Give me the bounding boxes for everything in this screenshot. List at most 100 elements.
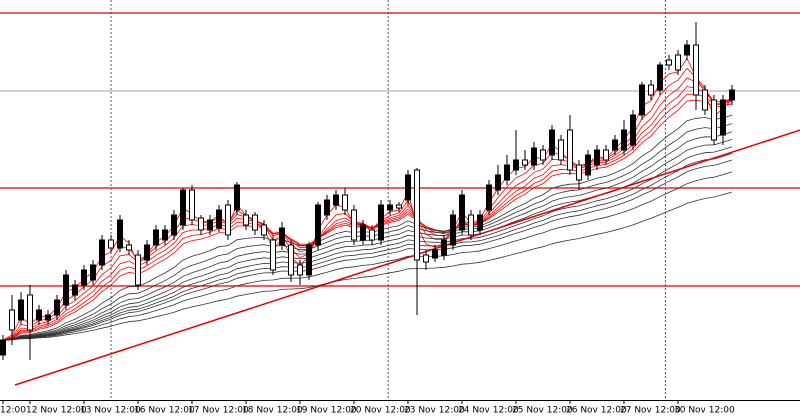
candle-body bbox=[558, 139, 564, 161]
x-tick-label: 20 Nov 12:00 bbox=[350, 406, 411, 416]
candle-body bbox=[180, 189, 186, 226]
candle-body bbox=[711, 99, 717, 141]
candle-body bbox=[594, 149, 600, 166]
candle-body bbox=[207, 219, 213, 231]
candle-body bbox=[27, 294, 33, 331]
candle-body bbox=[414, 169, 420, 261]
candle-body bbox=[63, 274, 69, 306]
candle-body bbox=[270, 239, 276, 271]
moving-average bbox=[2, 159, 733, 341]
x-tick-label: 23 Nov 12:00 bbox=[404, 406, 465, 416]
candle-body bbox=[306, 244, 312, 276]
moving-average bbox=[2, 93, 733, 341]
candle-body bbox=[9, 309, 15, 331]
candle-body bbox=[513, 159, 519, 171]
moving-average bbox=[2, 57, 733, 341]
candle-body bbox=[702, 89, 708, 111]
candle-body bbox=[369, 229, 375, 241]
candle-body bbox=[171, 214, 177, 236]
x-tick-label: 18 Nov 12:00 bbox=[242, 406, 303, 416]
x-tick-label: 30 Nov 12:00 bbox=[674, 406, 735, 416]
candle-body bbox=[108, 239, 114, 249]
candle-body bbox=[450, 214, 456, 246]
x-tick-label: 13 Nov 12:00 bbox=[80, 406, 141, 416]
x-tick-label: 25 Nov 12:00 bbox=[512, 406, 573, 416]
plot bbox=[0, 0, 800, 400]
x-tick-label: 17 Nov 12:00 bbox=[188, 406, 249, 416]
x-tick-label: 24 Nov 12:00 bbox=[458, 406, 519, 416]
candle-body bbox=[612, 139, 618, 151]
candle-body bbox=[81, 269, 87, 286]
candle-body bbox=[297, 264, 303, 276]
candle-body bbox=[189, 189, 195, 221]
candle-body bbox=[153, 229, 159, 246]
candle-body bbox=[261, 224, 267, 236]
candle-body bbox=[324, 199, 330, 216]
plot-area bbox=[0, 0, 800, 400]
candle-body bbox=[351, 209, 357, 241]
candle-body bbox=[342, 194, 348, 211]
candle-body bbox=[630, 114, 636, 146]
candle-body bbox=[243, 214, 249, 226]
candle-body bbox=[333, 194, 339, 206]
candle-body bbox=[144, 244, 150, 261]
moving-average bbox=[2, 146, 733, 341]
candle-body bbox=[666, 59, 672, 66]
candle-body bbox=[252, 214, 258, 231]
candle-body bbox=[405, 174, 411, 201]
candle-body bbox=[621, 129, 627, 151]
candle-body bbox=[441, 239, 447, 256]
candle-body bbox=[540, 149, 546, 161]
candle-body bbox=[126, 244, 132, 251]
moving-average bbox=[2, 191, 733, 341]
candle-body bbox=[423, 254, 429, 263]
moving-average bbox=[2, 131, 733, 341]
candle-body bbox=[567, 129, 573, 171]
candle-body bbox=[216, 209, 222, 229]
moving-average bbox=[2, 86, 733, 341]
moving-average bbox=[2, 114, 733, 341]
candle-body bbox=[459, 194, 465, 231]
candle-body bbox=[225, 204, 231, 236]
x-tick-label: 12:00 bbox=[0, 406, 26, 416]
candle-body bbox=[279, 227, 285, 246]
x-tick-label: 26 Nov 12:00 bbox=[566, 406, 627, 416]
candle-body bbox=[675, 54, 681, 71]
candle-body bbox=[315, 204, 321, 246]
candle-body bbox=[648, 84, 654, 96]
candle-body bbox=[639, 84, 645, 116]
candle-body bbox=[549, 129, 555, 156]
candle-body bbox=[585, 154, 591, 176]
x-tick-label: 27 Nov 12:00 bbox=[620, 406, 681, 416]
candle-body bbox=[378, 204, 384, 241]
candle-body bbox=[117, 219, 123, 249]
candle-body bbox=[90, 264, 96, 281]
candle-body bbox=[477, 214, 483, 231]
candle-body bbox=[0, 339, 6, 356]
candle-body bbox=[135, 254, 141, 286]
candle-body bbox=[234, 184, 240, 211]
candle-body bbox=[18, 299, 24, 321]
candle-body bbox=[198, 217, 204, 231]
x-tick-label: 16 Nov 12:00 bbox=[134, 406, 195, 416]
moving-average bbox=[2, 77, 733, 341]
candle-body bbox=[99, 239, 105, 266]
candle-body bbox=[360, 224, 366, 241]
candle-body bbox=[486, 184, 492, 211]
candle-body bbox=[720, 99, 726, 136]
candle-body bbox=[576, 164, 582, 181]
candle-body bbox=[657, 64, 663, 91]
candle-body bbox=[72, 284, 78, 296]
moving-average bbox=[2, 153, 733, 341]
candle-body bbox=[684, 44, 690, 56]
candle-body bbox=[531, 147, 537, 166]
moving-average bbox=[2, 171, 733, 341]
x-tick-label: 12 Nov 12:00 bbox=[26, 406, 87, 416]
candle-body bbox=[162, 229, 168, 241]
candle-body bbox=[288, 244, 294, 276]
trend-line bbox=[14, 129, 800, 386]
candle-body bbox=[603, 149, 609, 161]
candle-body bbox=[387, 204, 393, 211]
